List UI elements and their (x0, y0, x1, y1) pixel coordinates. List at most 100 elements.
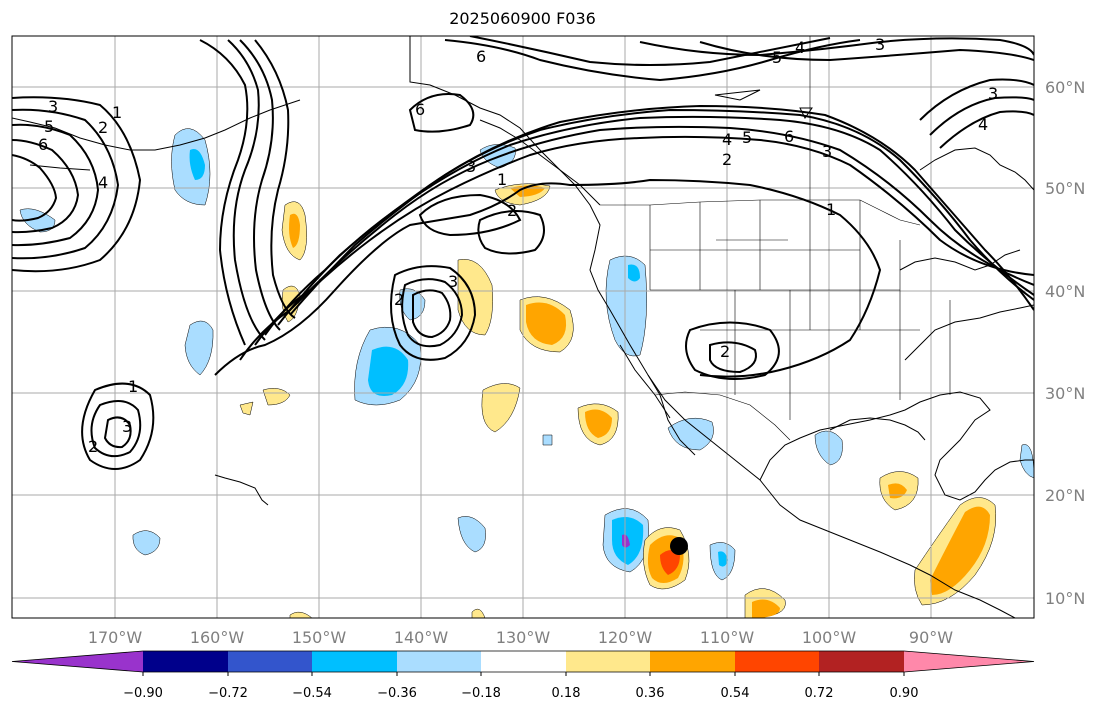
negative-anomaly-area (457, 516, 486, 553)
contour-label-5: 5 (772, 48, 782, 67)
contour-label-6: 6 (784, 127, 794, 146)
colorbar-segment (143, 651, 228, 672)
longitude-labels: 170°W 160°W 150°W 140°W 130°W 120°W 110°… (88, 628, 953, 647)
contour-line (939, 110, 1034, 149)
colorbar-tick-labels: −0.90 −0.72 −0.54 −0.36 −0.18 0.18 0.36 … (123, 686, 918, 701)
contour-line (709, 341, 757, 374)
lon-label: 100°W (802, 628, 857, 647)
colorbar-segment (735, 651, 819, 672)
lat-label: 50°N (1045, 179, 1085, 198)
contour-line (418, 193, 522, 237)
positive-anomaly-area (289, 213, 300, 248)
colorbar-segment (650, 651, 735, 672)
contour-line (214, 178, 882, 378)
contour-line (408, 93, 475, 133)
colorbar-tick-label: −0.90 (123, 686, 163, 701)
contour-label-2: 2 (507, 201, 517, 220)
contour-line (103, 416, 132, 449)
colorbar-tick-label: 0.54 (721, 686, 750, 701)
contour-line (199, 39, 249, 346)
lat-label: 30°N (1045, 384, 1085, 403)
contour-line (289, 104, 1034, 316)
coastline (714, 89, 761, 101)
positive-anomaly-area (930, 506, 990, 595)
contour-line (929, 96, 1034, 136)
us-mexico-border (654, 391, 791, 441)
map-frame (11, 35, 1035, 619)
lat-label: 40°N (1045, 282, 1085, 301)
coastline (919, 147, 1034, 191)
positive-anomaly-area (660, 550, 680, 575)
coastline (759, 391, 1034, 501)
contour-label-1: 1 (128, 377, 138, 396)
colorbar-segment (397, 651, 481, 672)
positive-anomaly-area (471, 608, 486, 618)
positive-anomaly-area (457, 259, 493, 336)
negative-anomaly-area (718, 551, 728, 567)
contour-line (239, 135, 1034, 361)
contour-label-3: 3 (122, 417, 132, 436)
contour-line (12, 154, 58, 222)
positive-anomaly-area (481, 383, 521, 433)
colorbar (11, 650, 1035, 676)
contour-label-4: 4 (98, 173, 108, 192)
coastline (12, 99, 301, 151)
lon-label: 170°W (88, 628, 143, 647)
positive-anomaly-area (752, 599, 780, 618)
negative-anomaly-area (622, 534, 630, 548)
contour-line (12, 139, 80, 234)
contour-line (81, 382, 155, 470)
colorbar-segment (819, 651, 904, 672)
contour-line (254, 39, 296, 319)
contour-label-3: 3 (822, 142, 832, 161)
contour-line (401, 278, 464, 348)
contour-label-1: 1 (826, 200, 836, 219)
colorbar-segment (312, 651, 397, 672)
negative-anomaly-area (189, 149, 205, 180)
contour-label-3: 3 (988, 84, 998, 103)
colorbar-segment (228, 651, 312, 672)
lon-label: 150°W (292, 628, 347, 647)
lon-label: 110°W (700, 628, 755, 647)
contour-label-2: 2 (88, 437, 98, 456)
negative-anomaly-area (368, 346, 409, 396)
contour-label-1: 1 (497, 170, 507, 189)
colorbar-tick-label: 0.36 (636, 686, 665, 701)
lat-label: 20°N (1045, 486, 1085, 505)
storm-position-dot (670, 537, 688, 555)
contour-label-6: 6 (38, 135, 48, 154)
contour-label-4: 4 (978, 115, 988, 134)
contour-line (239, 39, 281, 331)
lon-label: 140°W (394, 628, 449, 647)
contour-label-3: 3 (448, 272, 458, 291)
contour-line (412, 289, 452, 339)
contour-line (12, 96, 142, 273)
contour-line (919, 78, 1034, 121)
lat-label: 60°N (1045, 78, 1085, 97)
lon-label: 130°W (496, 628, 551, 647)
coastlines (12, 36, 1034, 618)
lon-label: 90°W (909, 628, 953, 647)
lon-label: 160°W (190, 628, 245, 647)
positive-anomaly-area (239, 401, 254, 416)
latitude-labels: 60°N 50°N 40°N 30°N 20°N 10°N (1045, 78, 1085, 608)
positive-anomaly-area (289, 611, 313, 618)
coastline (214, 474, 269, 506)
contour-line (685, 321, 780, 380)
contour-line (227, 39, 266, 341)
contour-value-labels: 6 6 5 4 3 3 4 3 1 2 5 6 4 3 1 2 4 5 6 2 … (38, 36, 998, 456)
map-title: 2025060900 F036 (449, 9, 596, 28)
coastline (899, 249, 1021, 271)
positive-anomaly-area (585, 409, 612, 438)
positive-anomaly-area (526, 302, 567, 345)
contour-line (12, 108, 120, 260)
coastline (904, 304, 1034, 361)
contour-label-4: 4 (795, 38, 805, 57)
contour-label-5: 5 (742, 128, 752, 147)
colorbar-tick-label: 0.18 (552, 686, 581, 701)
contour-label-5: 5 (44, 117, 54, 136)
contour-line (469, 36, 831, 66)
contour-lines (12, 36, 1034, 470)
colorbar-extend-high (904, 651, 1034, 672)
